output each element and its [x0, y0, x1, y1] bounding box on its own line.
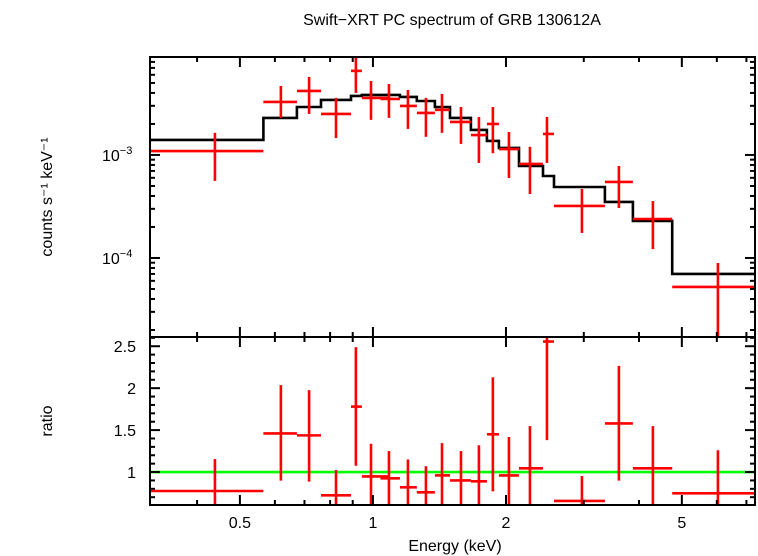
ratio-point-16	[542, 337, 554, 441]
ratio-point-20	[672, 450, 755, 505]
ratio-point-13	[486, 377, 499, 492]
x-tick-label: 1	[368, 515, 377, 532]
ratio-point-19	[632, 426, 673, 505]
x-tick-label: 5	[677, 515, 686, 532]
ratio-point-9	[416, 466, 435, 505]
ratio-point-4	[321, 470, 352, 505]
spectrum-point-15	[518, 146, 543, 194]
spectrum-point-14	[498, 132, 519, 178]
ratio-y-tick-label: 2.5	[114, 339, 136, 356]
spectrum-point-1	[150, 132, 264, 181]
bottom-y-axis-label: ratio	[39, 405, 56, 436]
spectrum-point-4	[321, 97, 352, 139]
ratio-point-1	[150, 459, 264, 505]
ratio-point-5	[351, 347, 362, 466]
spectrum-point-19	[632, 201, 673, 250]
x-axis-label: Energy (keV)	[408, 538, 501, 555]
ratio-point-14	[498, 437, 519, 505]
y-tick-label: 10−4	[102, 248, 132, 268]
ratio-point-18	[604, 365, 633, 481]
y-tick-label-base: 10	[102, 251, 120, 268]
y-tick-label: 10−3	[102, 145, 132, 165]
spectrum-point-13	[486, 107, 499, 154]
ratio-point-7	[380, 451, 400, 505]
x-tick-label: 2	[502, 515, 511, 532]
chart-title: Swift−XRT PC spectrum of GRB 130612A	[303, 12, 601, 29]
spectrum-point-10	[434, 93, 450, 133]
spectrum-point-5	[351, 57, 362, 93]
spectrum-point-18	[604, 165, 633, 208]
spectrum-point-8	[399, 90, 417, 129]
spectrum-point-2	[263, 86, 297, 118]
ratio-point-12	[470, 445, 487, 505]
spectrum-point-7	[380, 84, 400, 118]
ratio-y-tick-label: 1.5	[114, 423, 136, 440]
ratio-point-2	[263, 385, 297, 481]
ratio-point-17	[553, 476, 605, 505]
ratio-point-15	[518, 426, 543, 505]
spectrum-point-9	[416, 97, 435, 137]
spectrum-point-17	[553, 188, 605, 233]
ratio-y-tick-label: 2	[127, 381, 136, 398]
spectrum-point-6	[361, 81, 388, 120]
ratio-point-3	[296, 390, 322, 482]
x-tick-label: 0.5	[229, 515, 251, 532]
top-y-axis-label: counts s⁻¹ keV⁻¹	[39, 137, 56, 256]
y-tick-label-exponent: −4	[120, 248, 133, 260]
spectrum-point-20	[672, 263, 755, 337]
ratio-point-10	[434, 443, 450, 505]
spectrum-point-12	[470, 116, 487, 163]
spectrum-point-16	[542, 116, 554, 163]
ratio-point-11	[449, 451, 471, 505]
y-tick-label-exponent: −3	[120, 145, 133, 157]
spectrum-point-3	[296, 76, 322, 114]
ratio-point-6	[361, 443, 388, 505]
ratio-y-tick-label: 1	[127, 465, 136, 482]
y-tick-label-base: 10	[102, 148, 120, 165]
spectrum-point-11	[449, 107, 471, 144]
top-panel-frame	[149, 56, 756, 338]
